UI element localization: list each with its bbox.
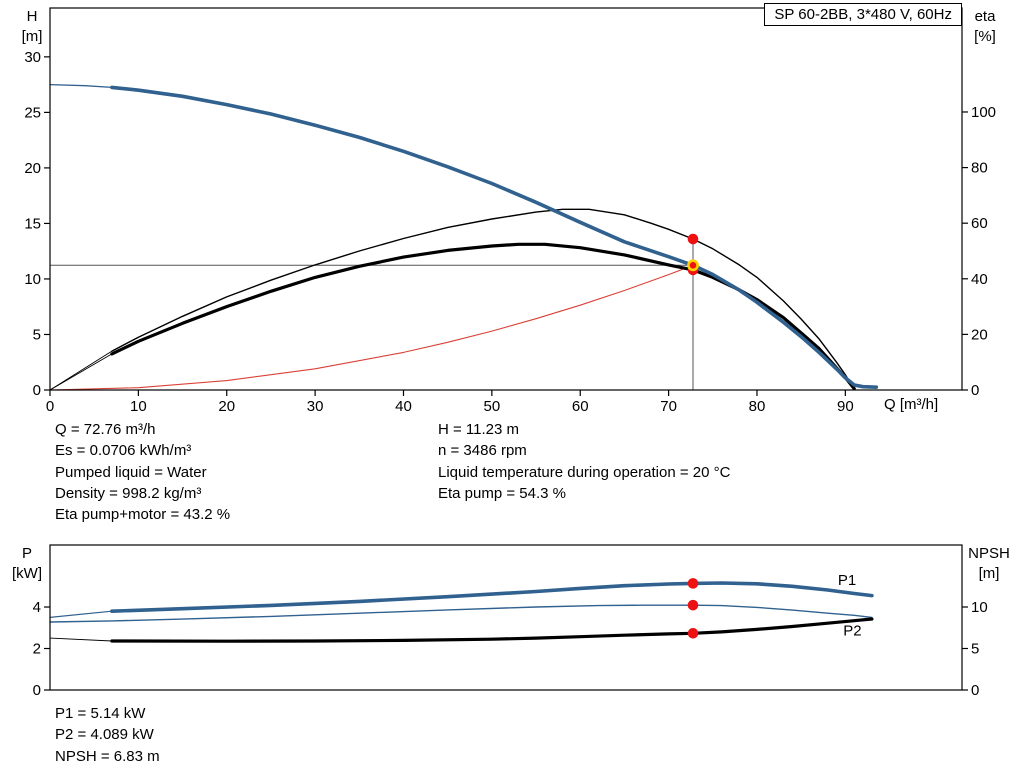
annotation-line: Eta pump = 54.3 % — [438, 484, 566, 502]
annotation-line: Es = 0.0706 kWh/m³ — [55, 442, 192, 460]
curve-label-p1: P1 — [838, 572, 856, 589]
eta-pump-curve — [111, 208, 855, 390]
annotation-line: Liquid temperature during operation = 20… — [438, 463, 731, 481]
y-right-axis-title: [%] — [974, 28, 996, 45]
y-left-tick-label: 0 — [33, 382, 41, 399]
y-left-tick-label: 0 — [33, 682, 41, 699]
annotation-line: Density = 998.2 kg/m³ — [55, 484, 202, 502]
y-left-tick-label: 30 — [24, 49, 41, 66]
y-left-tick-label: 20 — [24, 160, 41, 177]
annotation-line: P2 = 4.089 kW — [55, 726, 154, 744]
y-right-axis-title: eta — [975, 8, 997, 25]
plot-frame — [49, 7, 963, 391]
annotation-line: P1 = 5.14 kW — [55, 705, 146, 722]
eta-pump-motor-lead — [49, 353, 113, 391]
hq-curve — [110, 85, 879, 390]
y-left-axis-title: [kW] — [12, 565, 42, 582]
annotation-line: Q = 72.76 m³/h — [55, 421, 156, 438]
annotation-line: n = 3486 rpm — [438, 442, 527, 460]
annotation-line: Eta pump+motor = 43.2 % — [55, 506, 231, 524]
y-left-tick-label: 10 — [24, 271, 41, 288]
pump-title-box: SP 60-2BB, 3*480 V, 60Hz — [764, 3, 962, 26]
x-tick-label: 20 — [218, 398, 235, 415]
y-right-axis-title: [m] — [979, 565, 1000, 582]
y-left-tick-label: 25 — [24, 104, 41, 121]
y-right-tick-label: 100 — [971, 104, 996, 121]
p1-lead — [49, 610, 113, 619]
annotation-line: Pumped liquid = Water — [55, 463, 207, 481]
y-right-tick-label: 0 — [971, 382, 979, 399]
pump-title: SP 60-2BB, 3*480 V, 60Hz — [774, 6, 952, 23]
eta-pump-motor-curve — [110, 242, 856, 391]
x-tick-label: 60 — [572, 398, 589, 415]
power-annotations: P1 = 5.14 kW P2 = 4.089 kW NPSH = 6.83 m — [55, 703, 160, 767]
y-right-tick-label: 5 — [971, 641, 979, 658]
system-curve-red — [49, 264, 694, 391]
p2-duty-dot — [687, 599, 699, 611]
y-right-tick-label: 80 — [971, 160, 988, 177]
y-left-tick-label: 15 — [24, 215, 41, 232]
power-npsh-chart: 0 2 4 0 5 10 P [kW] NPSH [m] P1 P2 — [12, 544, 1010, 699]
y-left-axis-title: H — [27, 8, 38, 25]
npsh-duty-dot — [687, 628, 699, 639]
qh-eta-chart: 0 10 20 30 40 50 60 70 80 90 0 5 10 15 20 25 30 0 20 40 60 80… — [22, 7, 997, 415]
y-right-axis-title: NPSH — [968, 545, 1010, 562]
y-right-tick-label: 40 — [971, 271, 988, 288]
y-left-tick-label: 4 — [33, 599, 41, 616]
npsh-curve — [110, 617, 874, 643]
duty-annotations-right: H = 11.23 m n = 3486 rpm Liquid temperat… — [438, 419, 730, 504]
y-right-tick-label: 60 — [971, 215, 988, 232]
x-axis-title: Q [m³/h] — [884, 396, 938, 413]
x-tick-label: 90 — [837, 398, 854, 415]
curve-label-p2: P2 — [843, 623, 861, 640]
annotation-line: NPSH = 6.83 m — [55, 747, 160, 765]
y-right-tick-label: 0 — [971, 682, 979, 699]
plot-frame — [49, 544, 963, 691]
p1-duty-dot — [687, 578, 699, 589]
annotation-line: H = 11.23 m — [438, 421, 520, 438]
p1-curve — [110, 581, 874, 614]
qh-duty-point — [687, 259, 699, 272]
y-left-tick-label: 2 — [33, 641, 41, 658]
eta-pump-duty-dot — [687, 233, 699, 245]
x-tick-label: 10 — [130, 398, 147, 415]
x-tick-label: 0 — [46, 398, 54, 415]
y-right-tick-label: 10 — [971, 599, 988, 616]
x-tick-label: 80 — [749, 398, 766, 415]
y-right-tick-label: 20 — [971, 326, 988, 343]
p2-curve — [49, 604, 873, 623]
hq-lead — [49, 83, 113, 89]
x-tick-label: 50 — [484, 398, 501, 415]
x-tick-label: 70 — [660, 398, 677, 415]
y-left-axis-title: P — [22, 545, 32, 562]
y-left-tick-label: 5 — [33, 326, 41, 343]
x-tick-label: 30 — [307, 398, 324, 415]
npsh-lead — [49, 637, 113, 642]
y-left-axis-title: [m] — [22, 28, 43, 45]
x-tick-label: 40 — [395, 398, 412, 415]
duty-annotations-left: Q = 72.76 m³/h Es = 0.0706 kWh/m³ Pumped… — [55, 419, 230, 525]
